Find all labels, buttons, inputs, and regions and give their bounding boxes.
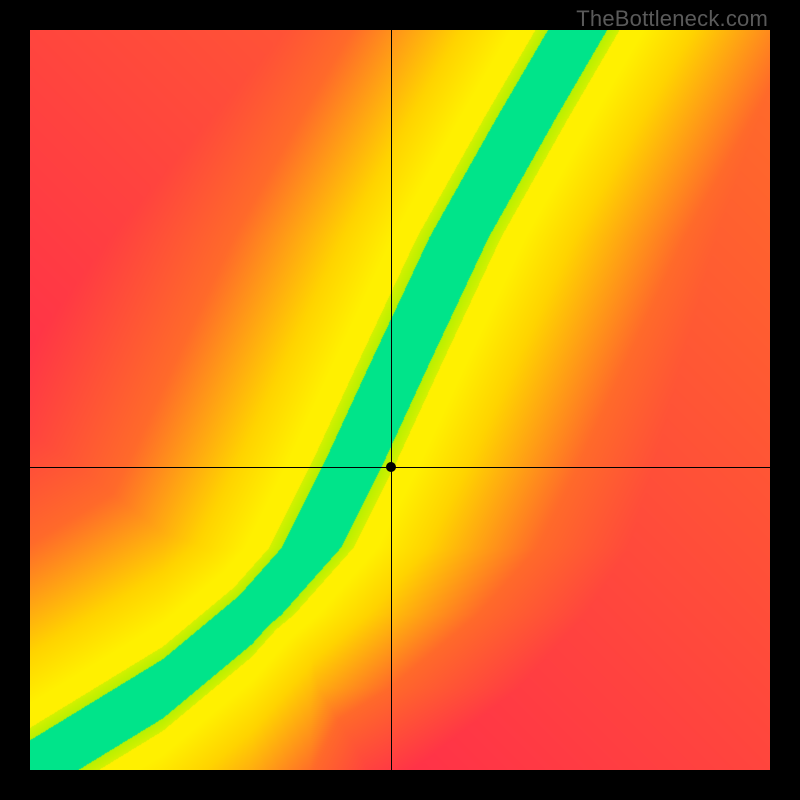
crosshair-marker	[386, 462, 396, 472]
plot-area	[30, 30, 770, 770]
crosshair-horizontal	[30, 467, 770, 468]
watermark-text: TheBottleneck.com	[576, 6, 768, 32]
crosshair-vertical	[391, 30, 392, 770]
heatmap-canvas	[30, 30, 770, 770]
